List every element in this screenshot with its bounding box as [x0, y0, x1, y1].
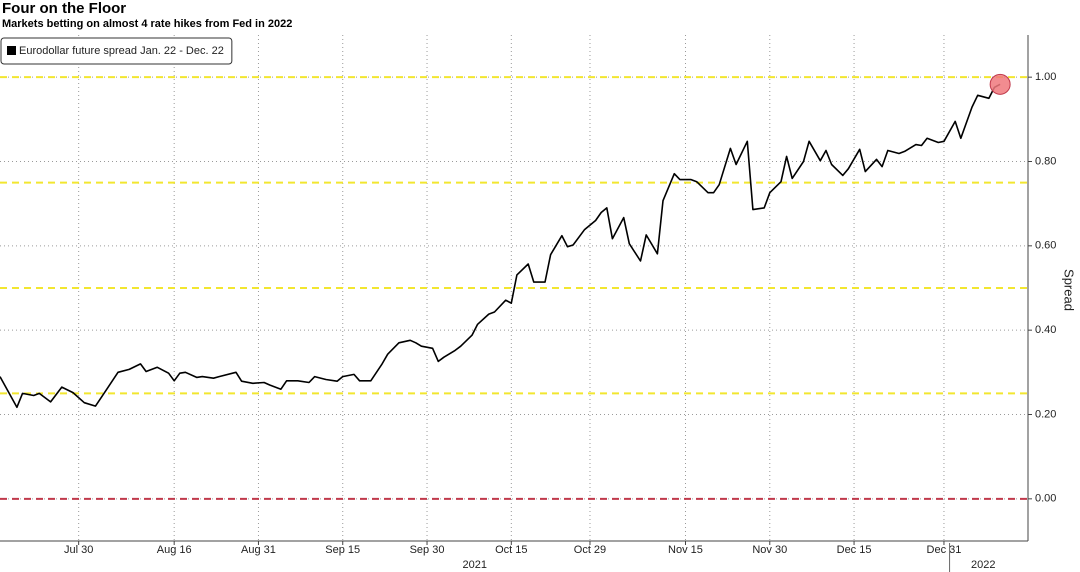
y-axis-label: Spread [1062, 269, 1077, 311]
x-tick-label: Oct 29 [574, 544, 606, 556]
series-line [0, 83, 1001, 409]
y-tick-label: 0.60 [1035, 240, 1056, 252]
chart-title: Four on the Floor [2, 0, 126, 17]
x-tick-label: Nov 30 [752, 544, 787, 556]
y-tick-label: 1.00 [1035, 71, 1056, 83]
y-tick-label: 0.20 [1035, 408, 1056, 420]
x-tick-label: Nov 15 [668, 544, 703, 556]
x-tick-label: Aug 31 [241, 544, 276, 556]
y-tick-label: 0.80 [1035, 155, 1056, 167]
y-tick-label: 0.00 [1035, 493, 1056, 505]
x-tick-label: Oct 15 [495, 544, 527, 556]
legend-box [0, 37, 233, 65]
year-label: 2022 [971, 559, 995, 571]
x-tick-label: Sep 30 [410, 544, 445, 556]
year-label: 2021 [463, 559, 487, 571]
chart-subtitle: Markets betting on almost 4 rate hikes f… [2, 18, 292, 30]
x-tick-label: Dec 31 [927, 544, 962, 556]
legend-swatch [7, 46, 16, 55]
x-tick-label: Aug 16 [157, 544, 192, 556]
legend: Eurodollar future spread Jan. 22 - Dec. … [0, 37, 233, 65]
x-tick-label: Jul 30 [64, 544, 93, 556]
legend-label: Eurodollar future spread Jan. 22 - Dec. … [19, 45, 224, 57]
y-tick-label: 0.40 [1035, 324, 1056, 336]
x-tick-label: Dec 15 [837, 544, 872, 556]
highlight-marker [989, 73, 1011, 95]
x-tick-label: Sep 15 [325, 544, 360, 556]
